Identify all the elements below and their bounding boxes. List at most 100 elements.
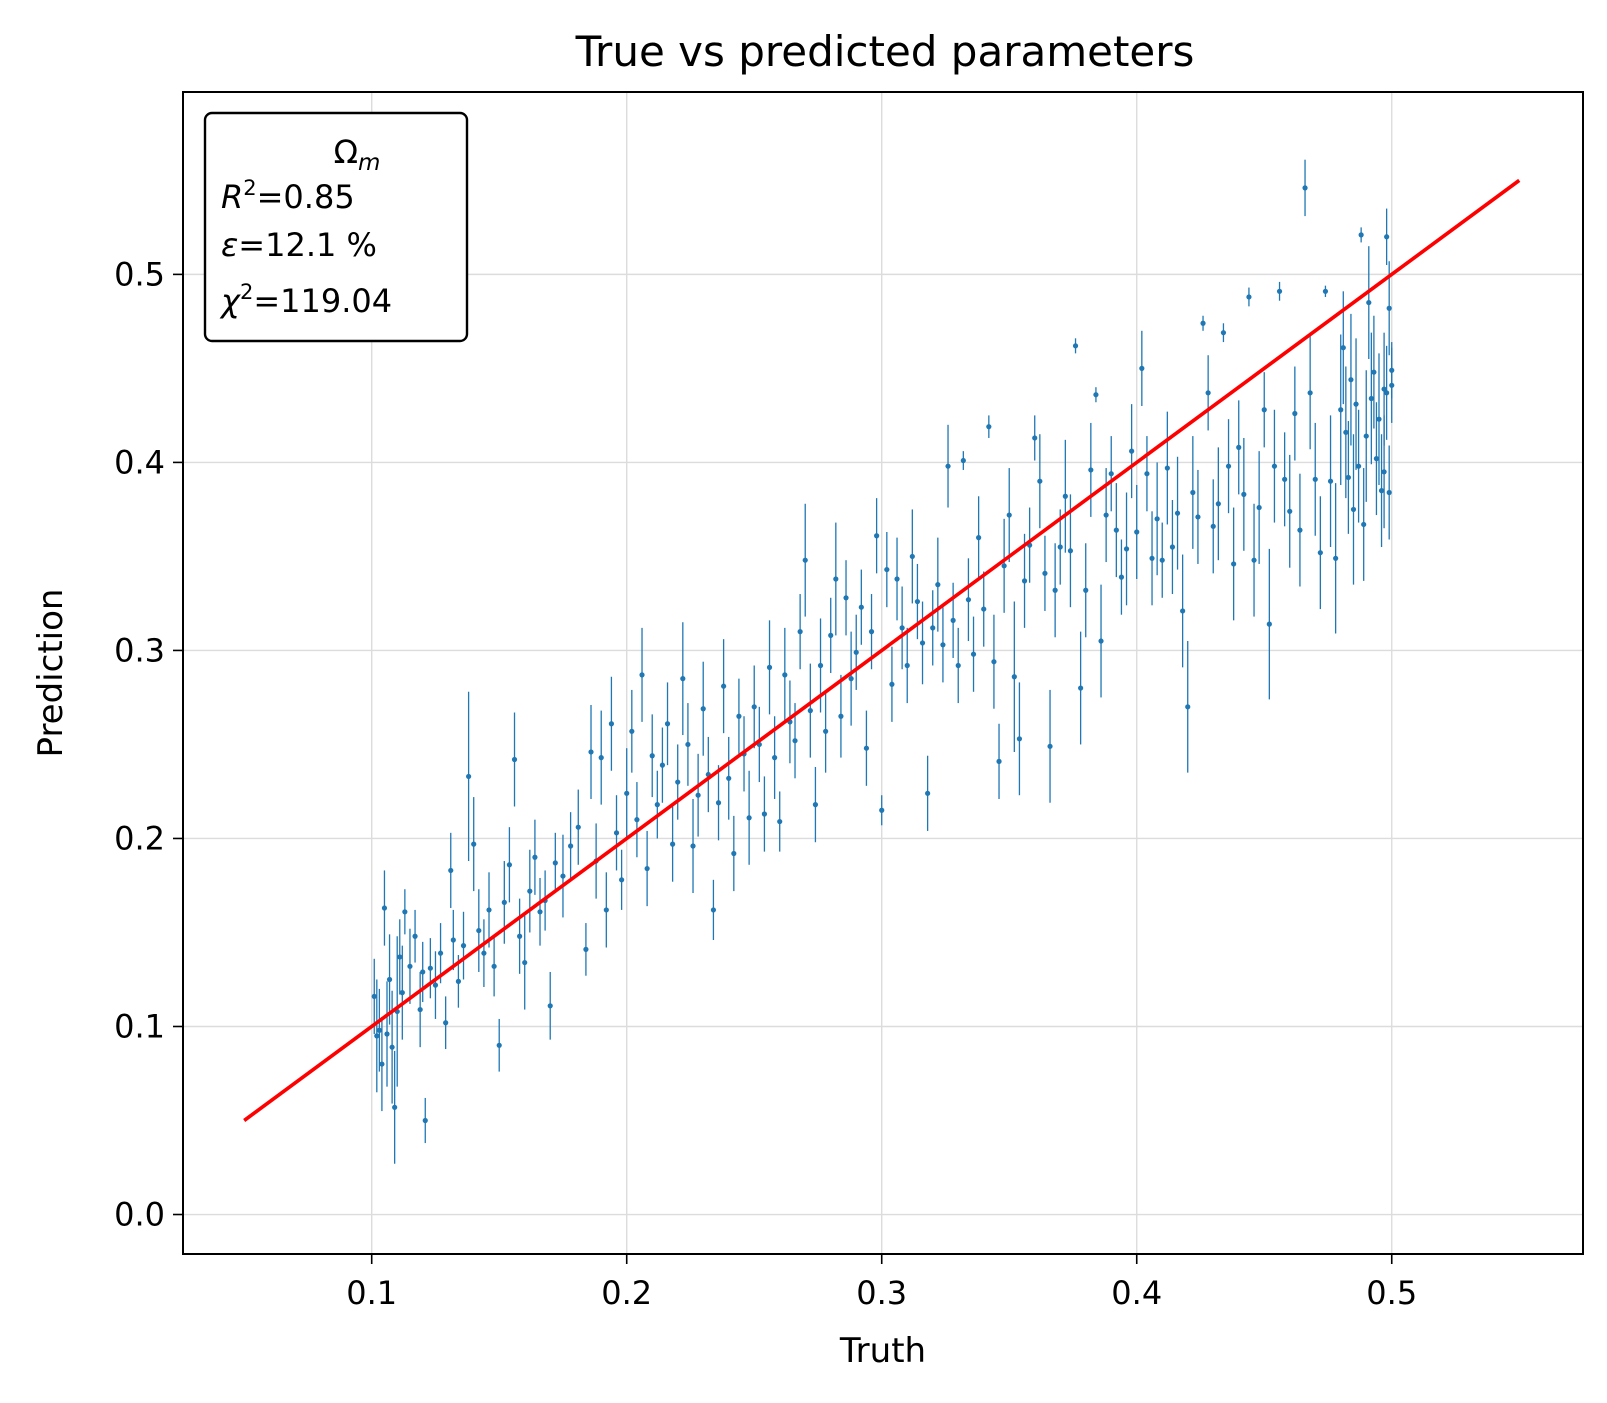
data-point [858, 604, 864, 610]
data-point [1118, 574, 1125, 580]
data-point [629, 728, 635, 734]
data-point [1376, 416, 1382, 422]
data-point [970, 651, 977, 657]
data-point [384, 1031, 390, 1037]
data-point [575, 824, 581, 830]
data-point [588, 749, 594, 755]
data-point [1190, 489, 1196, 496]
data-point [639, 672, 645, 678]
data-point [613, 830, 620, 836]
data-point [491, 963, 497, 969]
data-point [981, 606, 987, 612]
data-point [695, 792, 701, 798]
data-point [1021, 578, 1028, 584]
data-point [853, 649, 859, 655]
data-point [1108, 471, 1114, 477]
data-point [1200, 320, 1206, 326]
data-point [1159, 557, 1165, 563]
data-point [392, 1104, 398, 1110]
data-point [1174, 510, 1181, 516]
y-tick-label: 0.3 [114, 631, 165, 669]
x-tick-label: 0.4 [1111, 1274, 1162, 1312]
data-point [670, 841, 676, 847]
data-point [1006, 512, 1012, 518]
data-point [680, 676, 686, 682]
data-point [1317, 550, 1323, 556]
data-point [448, 867, 454, 874]
data-point [823, 728, 829, 734]
data-point [797, 629, 803, 635]
data-point [379, 1061, 385, 1067]
data-point [1246, 294, 1252, 300]
plot-frame [182, 91, 1584, 1255]
data-point [376, 1027, 382, 1033]
data-point [782, 672, 788, 678]
data-point [1195, 514, 1201, 520]
x-tick-label: 0.2 [601, 1274, 652, 1312]
data-point [608, 721, 615, 727]
data-point [1297, 527, 1303, 533]
data-point [1001, 563, 1007, 569]
data-point [437, 950, 444, 956]
data-point [417, 1006, 423, 1013]
data-point [1220, 330, 1227, 336]
data-point [1333, 555, 1339, 561]
data-point [721, 683, 727, 689]
data-point [950, 617, 956, 623]
data-point [899, 625, 905, 631]
data-point [1123, 546, 1130, 552]
data-point [547, 1003, 553, 1009]
data-point [420, 969, 426, 975]
stats-parameter: Ωm [334, 133, 381, 176]
data-point [909, 553, 915, 560]
data-point [1302, 185, 1308, 191]
data-point [1072, 343, 1079, 349]
data-point [1384, 390, 1390, 396]
x-tick-label: 0.1 [346, 1274, 397, 1312]
data-point [1348, 377, 1354, 383]
data-point [1215, 501, 1221, 507]
data-point [726, 775, 732, 781]
data-point [1164, 465, 1170, 471]
data-point [1343, 429, 1349, 435]
y-axis-label: Prediction [31, 589, 71, 758]
data-point [1088, 467, 1094, 473]
data-point [828, 632, 834, 638]
data-point [965, 597, 972, 603]
data-point [843, 595, 849, 601]
data-point [1185, 704, 1191, 710]
data-point [374, 1033, 380, 1039]
data-point [935, 582, 941, 588]
data-point [976, 535, 982, 541]
stats-r2: R2=0.85 [221, 176, 355, 216]
y-tick-label: 0.0 [114, 1196, 165, 1234]
data-point [1371, 369, 1377, 375]
data-point [1169, 544, 1176, 550]
data-point [397, 954, 403, 960]
data-point [1103, 512, 1109, 518]
data-point [751, 704, 757, 710]
y-axis-ticks: 0.0 0.1 0.2 0.3 0.4 0.5 [114, 255, 183, 1234]
data-point [1139, 365, 1145, 371]
data-point [522, 959, 528, 966]
data-point [710, 907, 717, 913]
data-point [914, 598, 921, 605]
data-point [863, 745, 870, 751]
data-point [455, 978, 462, 984]
data-point [603, 907, 609, 913]
data-point [1154, 516, 1160, 522]
stats-box: Ωm R2=0.85 ε=12.1 % χ2=119.04 [203, 111, 469, 343]
data-point [1256, 504, 1262, 511]
data-point [1276, 288, 1283, 294]
identity-line [243, 178, 1521, 1122]
data-point [1345, 474, 1351, 481]
data-point [1052, 587, 1058, 593]
data-points [371, 185, 1395, 1124]
data-point [1386, 489, 1392, 496]
data-point [736, 713, 742, 719]
data-point [389, 1044, 395, 1050]
data-point [925, 790, 931, 796]
data-point [772, 755, 778, 761]
data-point [1078, 685, 1084, 691]
